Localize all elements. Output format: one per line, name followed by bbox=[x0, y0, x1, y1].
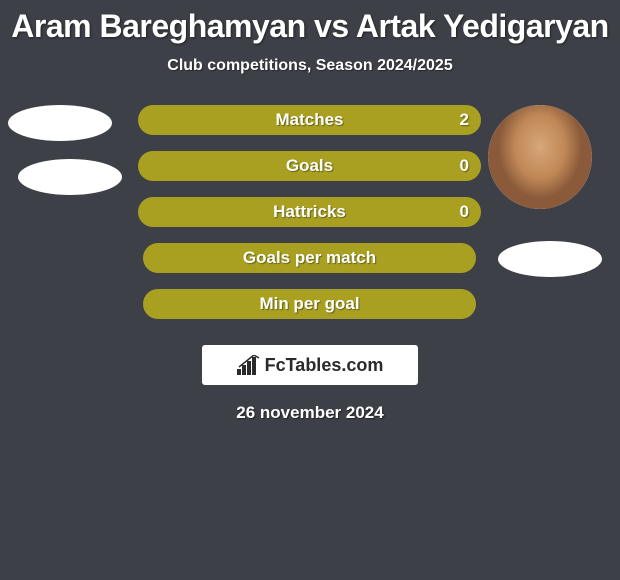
player-right-avatar-placeholder bbox=[498, 241, 602, 277]
stat-bar-row: Goals0 bbox=[138, 151, 481, 181]
stat-bar-label: Hattricks bbox=[138, 197, 481, 227]
stat-bar-value: 2 bbox=[460, 105, 469, 135]
stat-bar-label: Goals bbox=[138, 151, 481, 181]
comparison-content: Matches2Goals0Hattricks0Goals per matchM… bbox=[0, 105, 620, 335]
stat-bar-value: 0 bbox=[460, 151, 469, 181]
player-left-avatar-placeholder-2 bbox=[18, 159, 122, 195]
site-logo: FcTables.com bbox=[202, 345, 418, 385]
stat-bar-label: Goals per match bbox=[138, 243, 481, 273]
stat-bar-row: Min per goal bbox=[138, 289, 481, 319]
stat-bar-label: Matches bbox=[138, 105, 481, 135]
page-title: Aram Bareghamyan vs Artak Yedigaryan bbox=[0, 0, 620, 45]
logo-text: FcTables.com bbox=[265, 355, 384, 376]
player-right-avatar bbox=[488, 105, 592, 209]
page-subtitle: Club competitions, Season 2024/2025 bbox=[0, 57, 620, 75]
stat-bar-row: Matches2 bbox=[138, 105, 481, 135]
player-left-avatar-placeholder-1 bbox=[8, 105, 112, 141]
stat-bars: Matches2Goals0Hattricks0Goals per matchM… bbox=[138, 105, 481, 335]
player-right-face-icon bbox=[488, 105, 592, 209]
stat-bar-row: Goals per match bbox=[138, 243, 481, 273]
stat-bar-value: 0 bbox=[460, 197, 469, 227]
chart-icon bbox=[237, 355, 261, 375]
stat-bar-label: Min per goal bbox=[138, 289, 481, 319]
snapshot-date: 26 november 2024 bbox=[0, 403, 620, 423]
stat-bar-row: Hattricks0 bbox=[138, 197, 481, 227]
